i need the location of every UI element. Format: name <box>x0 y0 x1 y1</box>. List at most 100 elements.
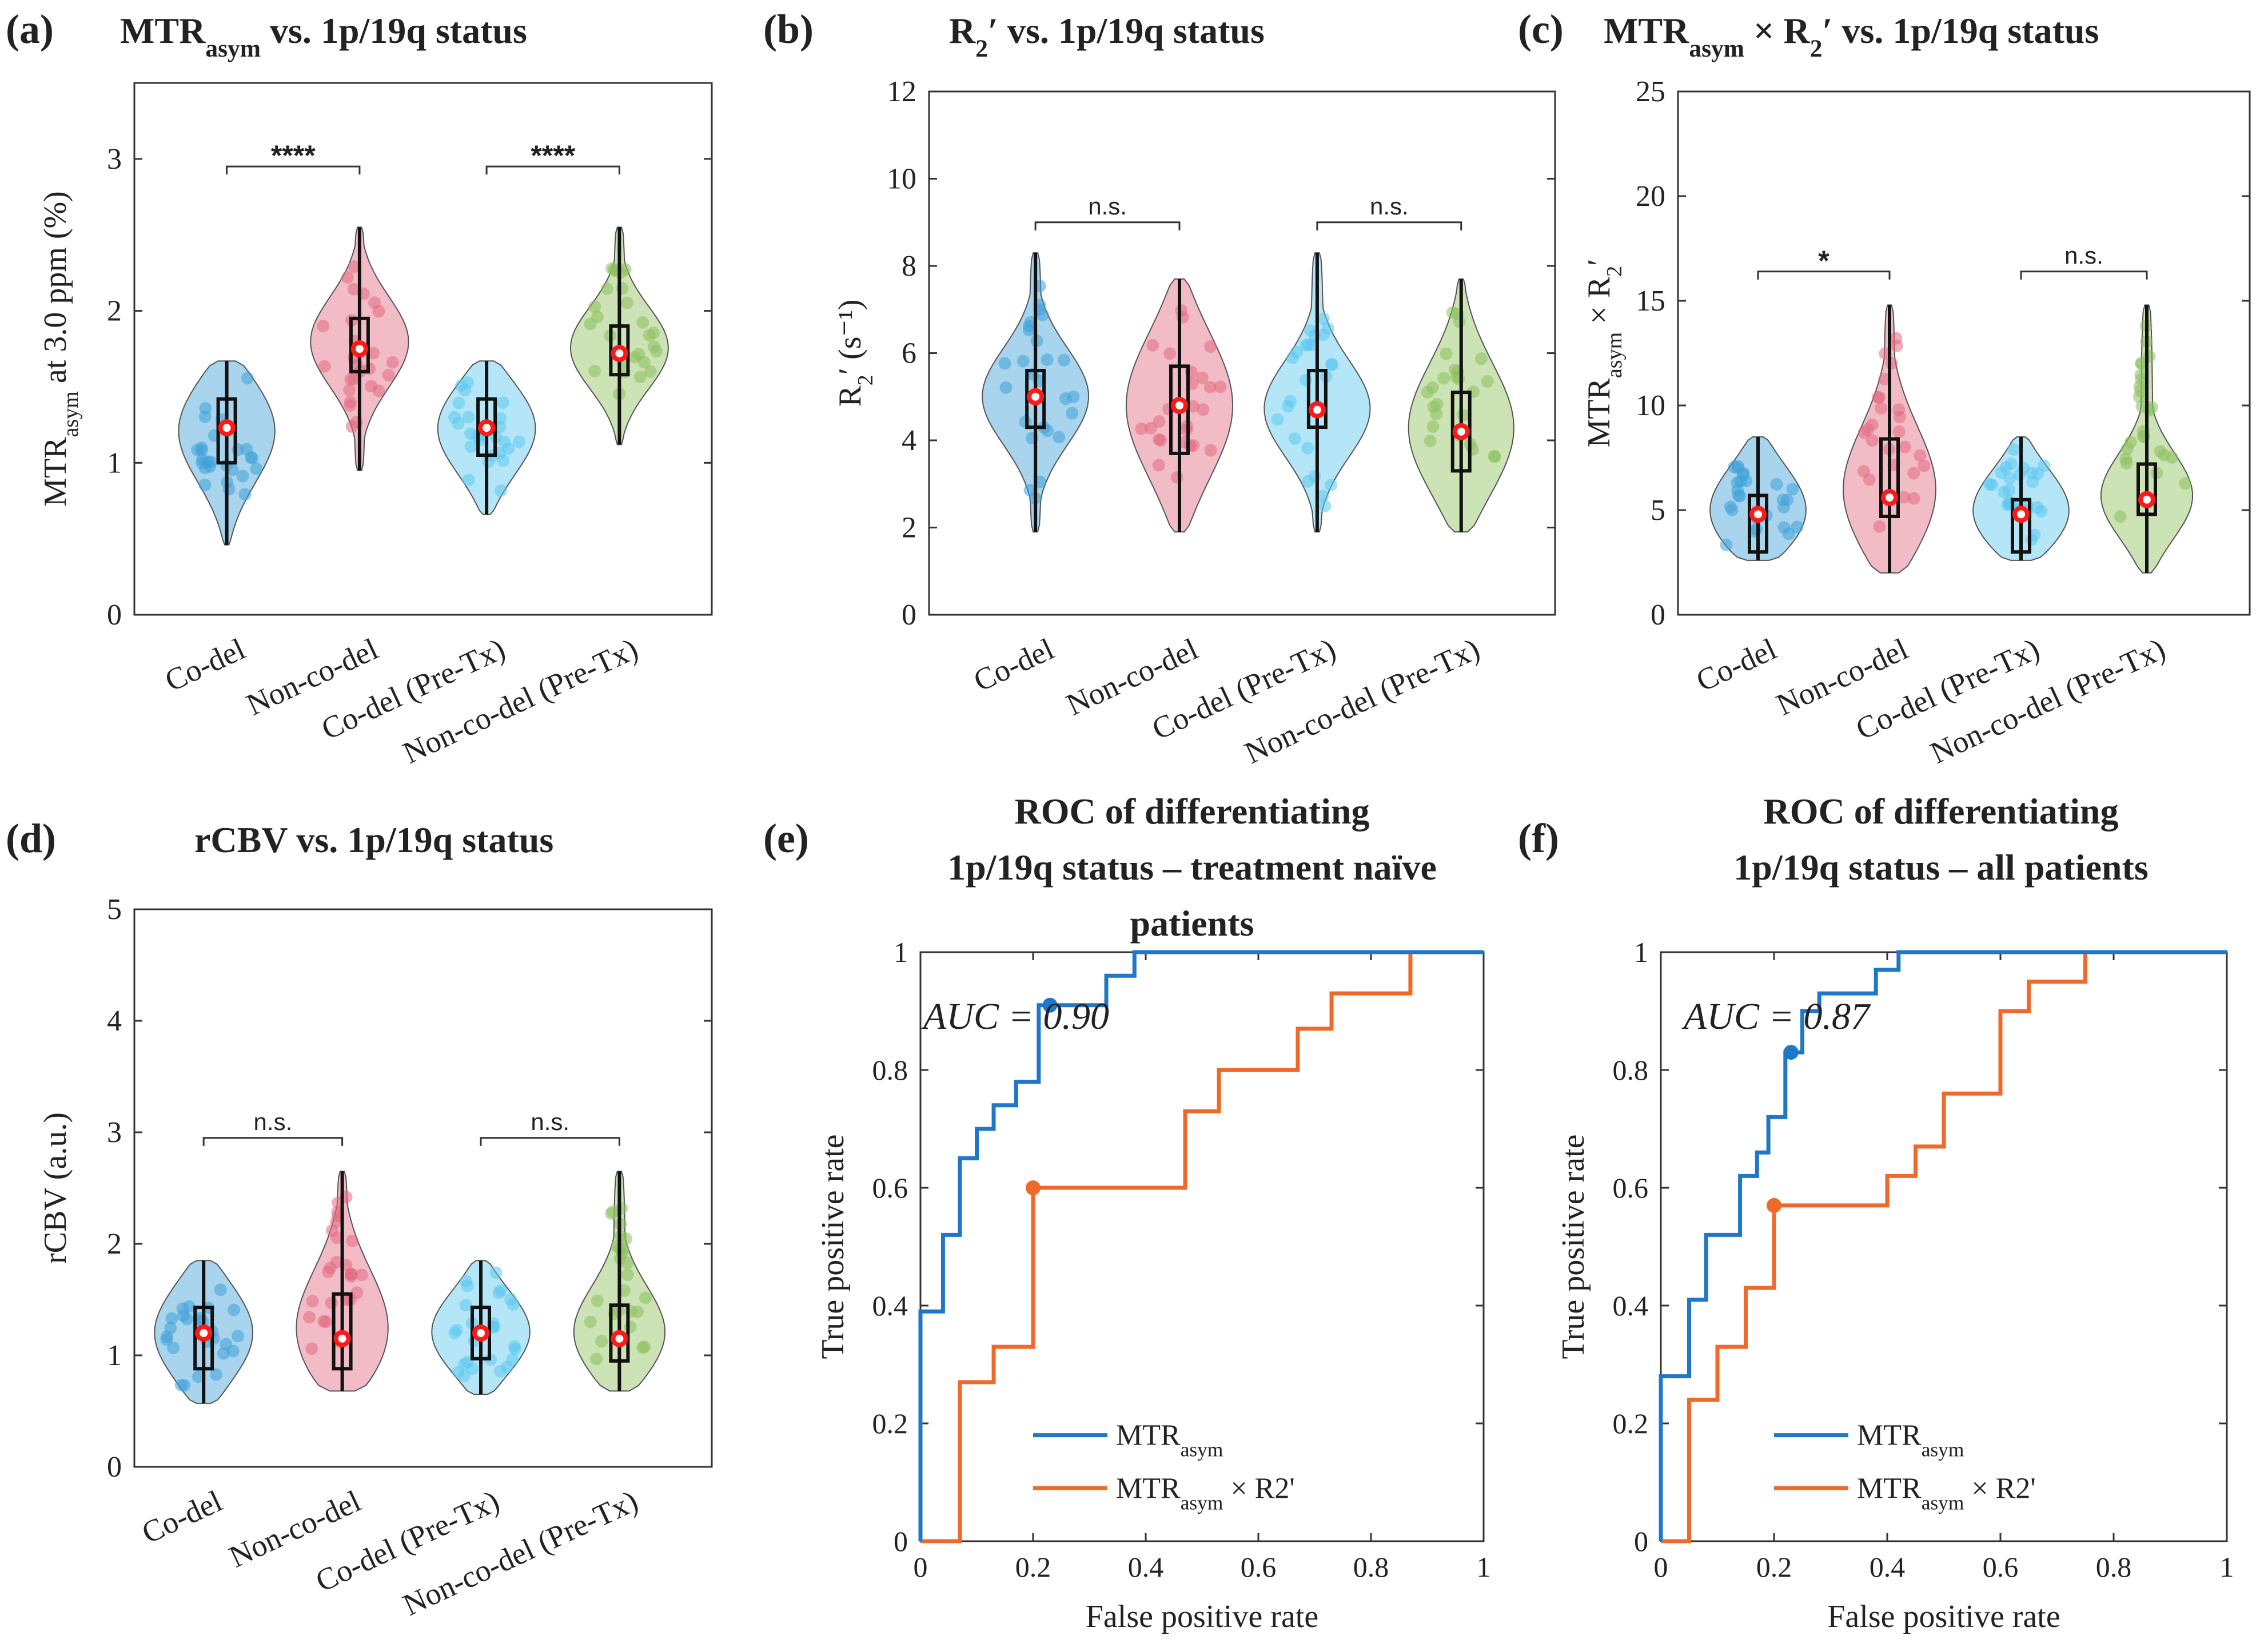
x-tick-label: 0 <box>914 1551 928 1583</box>
y-tick-label: 0 <box>107 1451 122 1483</box>
box <box>609 324 630 377</box>
data-point <box>250 462 263 475</box>
auc-label: AUC = 0.90 <box>921 996 1109 1037</box>
violin-3 <box>1263 252 1371 533</box>
data-point <box>345 1268 358 1281</box>
legend-label-mtrasym: MTRasym <box>1116 1419 1223 1461</box>
data-point <box>588 300 601 313</box>
data-point <box>1770 478 1783 491</box>
data-point <box>1907 492 1920 505</box>
box <box>1169 364 1190 455</box>
data-point <box>1153 459 1166 472</box>
operating-point-marker <box>1026 1180 1041 1195</box>
panel-title: rCBV vs. 1p/19q status <box>194 819 553 860</box>
data-point <box>1878 372 1891 385</box>
legend: MTRasym MTRasym × R2' <box>1033 1419 1295 1514</box>
panel-title: MTRasym vs. 1p/19q status <box>120 10 527 62</box>
data-point <box>489 1266 503 1279</box>
panel-label: (c) <box>1518 6 1564 52</box>
data-point <box>1475 352 1488 365</box>
data-point <box>458 1370 471 1383</box>
data-point <box>496 396 509 409</box>
box <box>1025 369 1046 429</box>
data-point <box>584 1315 597 1328</box>
data-point <box>343 384 356 397</box>
data-point <box>1067 390 1080 403</box>
data-point <box>508 1340 521 1353</box>
data-point <box>210 1368 223 1381</box>
data-point <box>1325 358 1338 371</box>
panel-title: R2′ vs. 1p/19q status <box>949 10 1265 62</box>
data-point <box>1186 400 1199 413</box>
data-point <box>1214 380 1227 393</box>
significance-bracket: n.s. <box>1034 193 1181 230</box>
y-tick-label: 2 <box>902 512 916 544</box>
significance-bracket: n.s. <box>480 1108 620 1146</box>
data-point <box>1725 503 1739 516</box>
data-point <box>348 260 361 273</box>
bracket-line <box>226 165 361 175</box>
data-point <box>639 1291 652 1304</box>
data-point <box>236 470 249 483</box>
axes-box <box>1677 90 2251 616</box>
data-point <box>1918 459 1931 472</box>
mean-marker-center <box>1457 427 1465 436</box>
panel-title-line: ROC of differentiating <box>1764 791 2119 832</box>
panel-title-line: 1p/19q status – treatment naïve <box>947 847 1437 888</box>
y-tick-label: 0 <box>902 599 916 631</box>
violin-panel-a: (a) MTRasym vs. 1p/19q status 0 1 2 3 MTRasym … <box>6 6 713 770</box>
bracket-line <box>2020 270 2148 280</box>
data-point <box>1058 353 1071 367</box>
x-tick-label: 0.8 <box>2096 1551 2132 1583</box>
data-point <box>2004 457 2018 471</box>
mean-marker-center <box>222 424 231 432</box>
data-point <box>637 356 651 369</box>
significance-bracket: **** <box>226 140 361 175</box>
data-point <box>998 357 1011 370</box>
mean-marker-center <box>338 1334 346 1343</box>
bracket-line <box>202 1137 344 1146</box>
data-point <box>624 1320 637 1334</box>
y-axis-label: rCBV (a.u.) <box>38 1112 73 1264</box>
y-tick-label: 12 <box>887 75 916 108</box>
mean-marker-center <box>1313 405 1321 414</box>
violin-2 <box>296 1171 389 1392</box>
significance-bracket: n.s. <box>2020 242 2148 280</box>
data-point <box>1066 407 1079 420</box>
data-point <box>591 311 604 324</box>
x-axis-label: False positive rate <box>1086 1599 1318 1634</box>
data-point <box>330 1215 343 1228</box>
y-tick-label: 0 <box>107 599 122 631</box>
data-point <box>1481 375 1494 388</box>
box <box>1879 437 1900 518</box>
y-tick-label: 0.6 <box>1613 1172 1649 1204</box>
data-point <box>2003 483 2016 496</box>
category-label: Co-del <box>137 1483 228 1550</box>
data-point <box>1892 425 1906 438</box>
data-point <box>588 364 601 377</box>
data-point <box>650 345 663 358</box>
violin-2 <box>310 226 409 471</box>
violin-panel-d: (d) rCBV vs. 1p/19q status 0 1 2 3 4 5 rCBV (a.u… <box>6 815 713 1622</box>
data-point <box>1146 339 1159 352</box>
data-point <box>386 356 399 369</box>
x-axis-label: False positive rate <box>1827 1599 2060 1634</box>
data-point <box>355 1268 368 1282</box>
y-tick-label: 10 <box>887 163 916 196</box>
data-point <box>196 456 209 470</box>
significance-label: **** <box>531 140 575 172</box>
violin-1 <box>154 1260 254 1404</box>
data-point <box>330 1231 344 1244</box>
data-point <box>647 327 660 340</box>
data-point <box>459 384 472 397</box>
data-point <box>1286 351 1300 364</box>
data-point <box>346 1234 359 1247</box>
data-point <box>621 1256 634 1270</box>
data-point <box>2119 452 2133 466</box>
data-point <box>1488 450 1501 463</box>
y-tick-label: 1 <box>894 936 908 968</box>
data-point <box>1866 418 1879 431</box>
data-point <box>1898 440 1911 453</box>
violin-panel-c: (c) MTRasym × R2′ vs. 1p/19q status 0 5 10 15… <box>1518 6 2251 770</box>
data-point <box>497 454 510 467</box>
